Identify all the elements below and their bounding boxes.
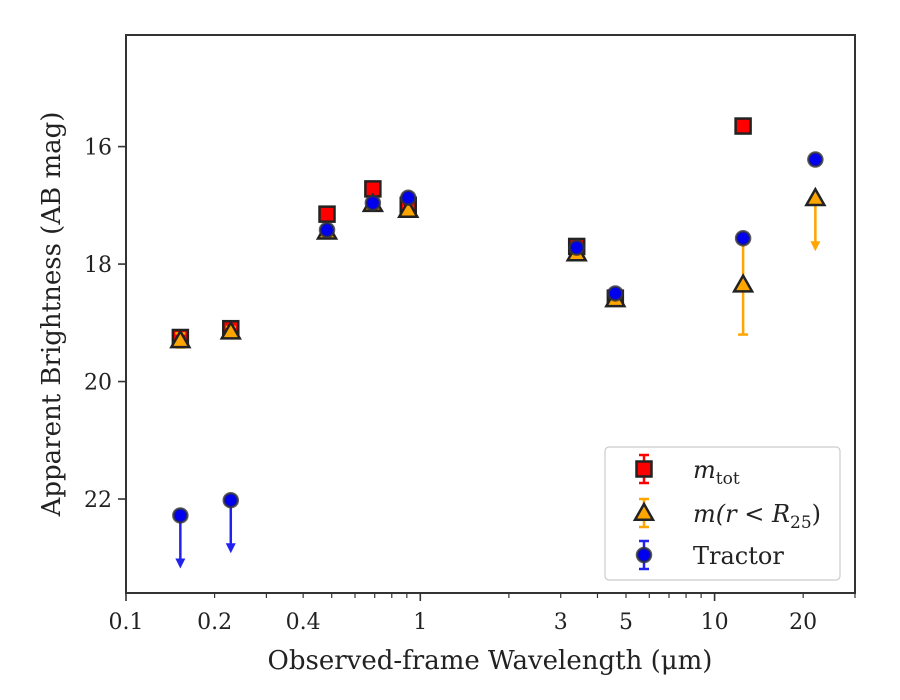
data-point (731, 273, 755, 293)
data-point (172, 507, 189, 524)
data-point (397, 198, 420, 219)
legend-label: Tractor (693, 542, 784, 570)
data-point (222, 491, 240, 509)
upper-limit-arrowhead (810, 241, 821, 252)
data-point (607, 285, 624, 302)
x-tick-label: 3 (554, 610, 568, 635)
data-point (318, 221, 336, 239)
data-point (734, 117, 752, 135)
upper-limit-arrowhead (225, 543, 236, 554)
y-axis-label: Apparent Brightness (AB mag) (37, 112, 67, 518)
data-point (169, 328, 192, 349)
data-point (318, 205, 336, 223)
data-point (364, 194, 382, 212)
data-point (219, 320, 242, 340)
x-tick-label: 5 (619, 610, 633, 635)
x-axis: 0.1 0.2 0.4 1 3 5 10 20 (109, 593, 856, 635)
data-point (399, 189, 417, 206)
y-axis: 16 18 20 22 (84, 136, 126, 513)
data-point (734, 229, 752, 247)
x-tick-label: 0.4 (286, 610, 321, 635)
data-point (804, 186, 827, 207)
y-tick-label: 18 (84, 253, 112, 278)
data-point (807, 151, 824, 168)
x-tick-label: 10 (701, 610, 729, 635)
legend-marker (635, 546, 653, 564)
y-tick-label: 22 (84, 488, 112, 513)
x-tick-label: 0.2 (197, 610, 232, 635)
legend-marker (632, 501, 656, 521)
x-axis-label: Observed-frame Wavelength (μm) (268, 646, 713, 676)
y-tick-label: 20 (84, 371, 112, 396)
legend-marker (635, 460, 653, 478)
legend-box (604, 446, 841, 581)
x-tick-label: 20 (789, 610, 817, 635)
data-point (568, 239, 585, 256)
legend-label: mtot (693, 456, 740, 489)
series-layer (169, 117, 827, 569)
legend-label: m(r < R25) (693, 500, 821, 533)
y-tick-label: 16 (84, 136, 112, 161)
upper-limit-arrowhead (175, 558, 186, 569)
legend: mtot m(r < R25) Tractor (604, 446, 841, 581)
x-tick-label: 1 (413, 610, 427, 635)
plot-frame (125, 34, 856, 594)
x-tick-label: 0.1 (109, 610, 144, 635)
series-tractor (172, 151, 824, 569)
